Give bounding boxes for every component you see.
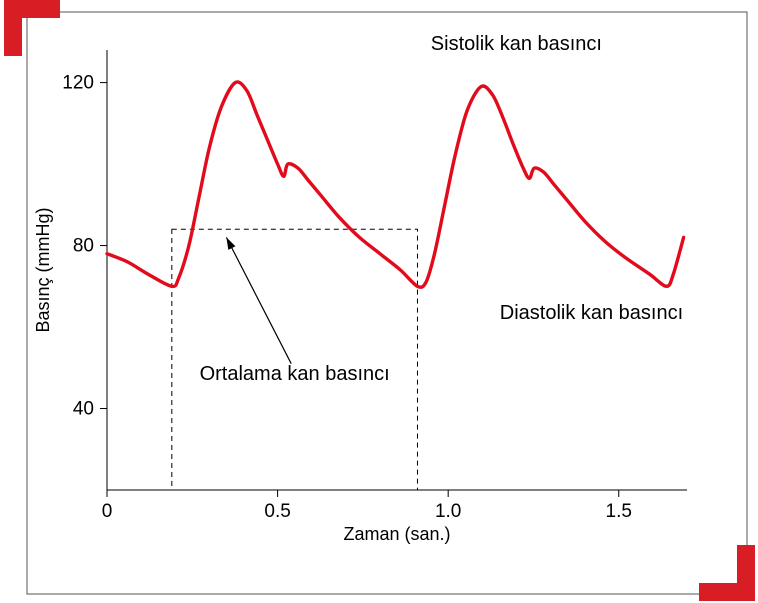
label-mean: Ortalama kan basıncı xyxy=(200,363,390,385)
figure-svg: 0 0.5 1.0 1.5 40 80 120 Zaman (san.) Basınç (mmH… xyxy=(0,0,758,603)
x-tick-label: 1.5 xyxy=(606,501,632,522)
figure-root: 0 0.5 1.0 1.5 40 80 120 Zaman (san.) Basınç (mmH… xyxy=(0,0,758,603)
y-tick-label: 40 xyxy=(73,399,94,420)
label-systolic: Sistolik kan basıncı xyxy=(431,33,602,55)
label-diastolic: Diastolik kan basıncı xyxy=(500,302,683,324)
y-tick-label: 80 xyxy=(73,236,94,257)
y-axis-label: Basınç (mmHg) xyxy=(33,207,53,332)
y-tick-label: 120 xyxy=(62,73,94,94)
x-axis-label: Zaman (san.) xyxy=(343,524,450,544)
x-tick-label: 1.0 xyxy=(435,501,461,522)
x-tick-label: 0 xyxy=(102,501,113,522)
x-tick-label: 0.5 xyxy=(264,501,290,522)
